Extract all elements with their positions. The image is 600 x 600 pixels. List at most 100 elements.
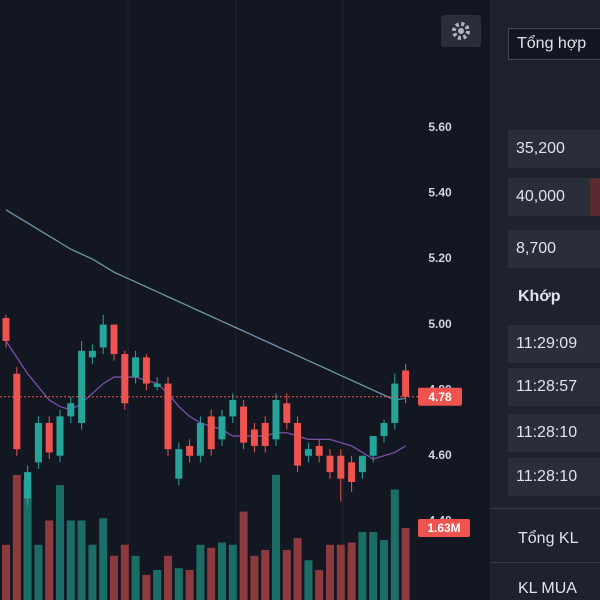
candle-body <box>261 422 269 446</box>
time-row: 11:28:57 <box>508 368 600 406</box>
candle-body <box>294 422 302 466</box>
volume-bar <box>347 542 356 600</box>
divider <box>490 562 600 563</box>
candle-body <box>358 455 366 473</box>
candle-body <box>348 462 356 482</box>
candle-body <box>13 373 21 450</box>
candle-body <box>142 357 150 384</box>
candle-body <box>164 383 172 450</box>
candle-body <box>218 416 226 440</box>
candle-body <box>24 472 32 499</box>
candle-body <box>2 318 10 341</box>
volume-bar <box>304 560 313 600</box>
volume-label: 1.63M <box>427 521 460 535</box>
volume-bar <box>153 569 162 600</box>
volume-bar <box>401 527 410 600</box>
volume-bar <box>293 538 302 600</box>
side-panel: Tổng hợp 35,200 40,000 8,700 Khớp 11:29:… <box>490 0 600 600</box>
volume-bar <box>2 544 10 600</box>
time-row: 11:29:09 <box>508 325 600 363</box>
volume-bar <box>369 531 378 600</box>
candle-body <box>272 400 280 440</box>
y-tick-label: 5.40 <box>428 186 452 200</box>
volume-bar <box>261 550 270 600</box>
candle-body <box>186 445 194 456</box>
y-tick-label: 5.60 <box>428 120 452 134</box>
candle-body <box>56 416 64 456</box>
label: Tổng KL <box>518 530 579 547</box>
volume-bar <box>142 574 151 600</box>
volume-bar <box>131 555 140 600</box>
volume-bar <box>34 544 43 600</box>
last-price-tag <box>418 387 462 406</box>
volume-bar <box>196 544 205 600</box>
candle-body <box>153 383 161 387</box>
candle-body <box>121 354 129 404</box>
divider <box>490 508 600 509</box>
volume-bar <box>218 542 226 600</box>
price-row: 8,700 <box>508 230 600 268</box>
candle-body <box>337 455 345 479</box>
volume-bar <box>390 489 399 600</box>
gear-icon <box>458 28 464 34</box>
ma-line <box>5 340 406 460</box>
bar <box>590 178 600 216</box>
ma-line <box>5 209 406 401</box>
volume-bar <box>174 568 183 600</box>
y-tick-label: 5.20 <box>428 251 452 265</box>
candle-body <box>207 416 215 450</box>
volume-bar <box>239 511 248 600</box>
candle-body <box>132 357 140 378</box>
candle-body <box>391 383 399 423</box>
volume-tag <box>418 518 470 537</box>
volume-bar <box>315 569 324 600</box>
price-row: 40,000 <box>508 178 600 216</box>
volume-bar <box>23 480 32 600</box>
y-tick-label: 5.00 <box>428 317 452 331</box>
candle-body <box>196 422 204 456</box>
candle-body <box>369 436 377 456</box>
dropdown[interactable]: Tổng hợp <box>508 28 600 60</box>
volume-bar <box>336 544 345 600</box>
candle-body <box>229 400 237 417</box>
candle-body <box>240 406 248 443</box>
volume-bar <box>326 544 334 600</box>
time-row: 11:28:10 <box>508 414 600 452</box>
candle-body <box>315 445 323 456</box>
volume-bar <box>228 544 237 600</box>
volume-bar <box>77 520 86 600</box>
candle-body <box>304 449 312 456</box>
gear-icon <box>452 22 470 40</box>
volume-bar <box>110 555 118 600</box>
candle-body <box>380 422 388 437</box>
volume-bar <box>99 518 108 600</box>
candle-body <box>45 422 53 453</box>
candle-body <box>110 324 118 355</box>
volume-bar <box>66 520 75 600</box>
y-tick-label: 4.60 <box>428 448 452 462</box>
volume-bar <box>164 555 172 600</box>
volume-bar <box>282 550 291 600</box>
candle-body <box>283 403 291 423</box>
candle-body <box>402 370 410 397</box>
volume-bar <box>272 474 280 600</box>
candle-body <box>78 350 86 423</box>
volume-bar <box>207 547 216 600</box>
label: KL MUA <box>518 580 577 597</box>
volume-bar <box>88 544 97 600</box>
candle-body <box>250 429 258 446</box>
volume-bar <box>12 474 21 600</box>
heading: Khớp <box>518 288 561 305</box>
volume-bar <box>380 539 388 600</box>
last-price-label: 4.78 <box>428 390 452 404</box>
volume-bar <box>250 555 259 600</box>
volume-bar <box>56 485 64 600</box>
chart: 5.605.405.205.004.804.604.404.781.63M <box>0 0 481 600</box>
volume-bar <box>185 569 194 600</box>
candle-body <box>326 455 334 473</box>
candle-body <box>175 449 183 479</box>
volume-bar <box>358 531 367 600</box>
candle-body <box>34 422 42 463</box>
volume-bar <box>45 520 54 600</box>
